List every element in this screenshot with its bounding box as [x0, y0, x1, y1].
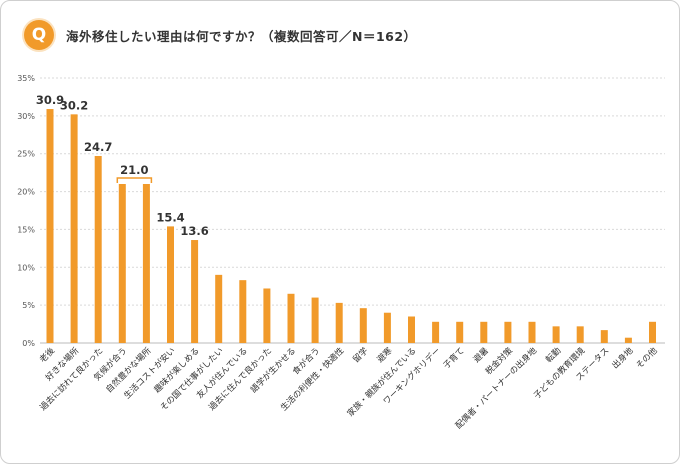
y-tick-label: 35%	[17, 74, 35, 83]
label-bracket	[116, 177, 153, 183]
data-label: 13.6	[180, 224, 208, 238]
bar	[311, 297, 319, 343]
data-label: 30.2	[60, 98, 88, 112]
bar	[456, 321, 464, 343]
bar	[432, 321, 440, 343]
q-badge-icon: Q	[24, 20, 54, 50]
y-tick-label: 10%	[17, 263, 35, 272]
bar	[649, 321, 656, 343]
bar	[118, 184, 126, 343]
category-label: 出身地	[610, 345, 636, 371]
y-tick-label: 30%	[17, 112, 35, 121]
category-label: 避寒	[375, 345, 395, 365]
bar	[263, 288, 271, 343]
bar	[142, 184, 150, 343]
bar	[480, 321, 488, 343]
y-tick-label: 5%	[22, 301, 35, 310]
bar	[335, 302, 343, 343]
bar	[287, 293, 295, 343]
bar	[576, 326, 584, 343]
y-tick-label: 20%	[17, 188, 35, 197]
category-label: 老後	[37, 345, 57, 365]
bar	[215, 274, 223, 343]
bar	[94, 155, 102, 343]
data-label: 21.0	[120, 163, 148, 177]
bar	[600, 330, 608, 343]
category-label: 避暑	[471, 345, 491, 365]
data-label: 15.4	[156, 210, 184, 224]
y-tick-label: 25%	[17, 150, 35, 159]
bar	[239, 280, 247, 343]
data-label: 30.9	[36, 93, 64, 107]
category-label: 留学	[351, 345, 371, 365]
bar	[191, 240, 199, 343]
bar	[359, 308, 367, 343]
bar	[70, 114, 78, 343]
y-tick-label: 0%	[22, 339, 35, 348]
category-label: その他	[634, 345, 660, 371]
category-label: 子育て	[441, 345, 467, 371]
data-label: 24.7	[84, 140, 112, 154]
bar	[504, 321, 512, 343]
bar	[167, 226, 174, 343]
y-tick-label: 15%	[17, 225, 35, 234]
bar	[624, 337, 632, 343]
bar	[528, 321, 536, 343]
category-label: 転勤	[543, 345, 563, 365]
bar	[552, 326, 560, 343]
question-header: Q 海外移住したい理由は何ですか？（複数回答可／N＝162）	[24, 20, 417, 50]
bar	[46, 109, 54, 344]
bar	[383, 312, 391, 343]
bar	[408, 316, 415, 343]
question-title: 海外移住したい理由は何ですか？（複数回答可／N＝162）	[66, 28, 417, 44]
